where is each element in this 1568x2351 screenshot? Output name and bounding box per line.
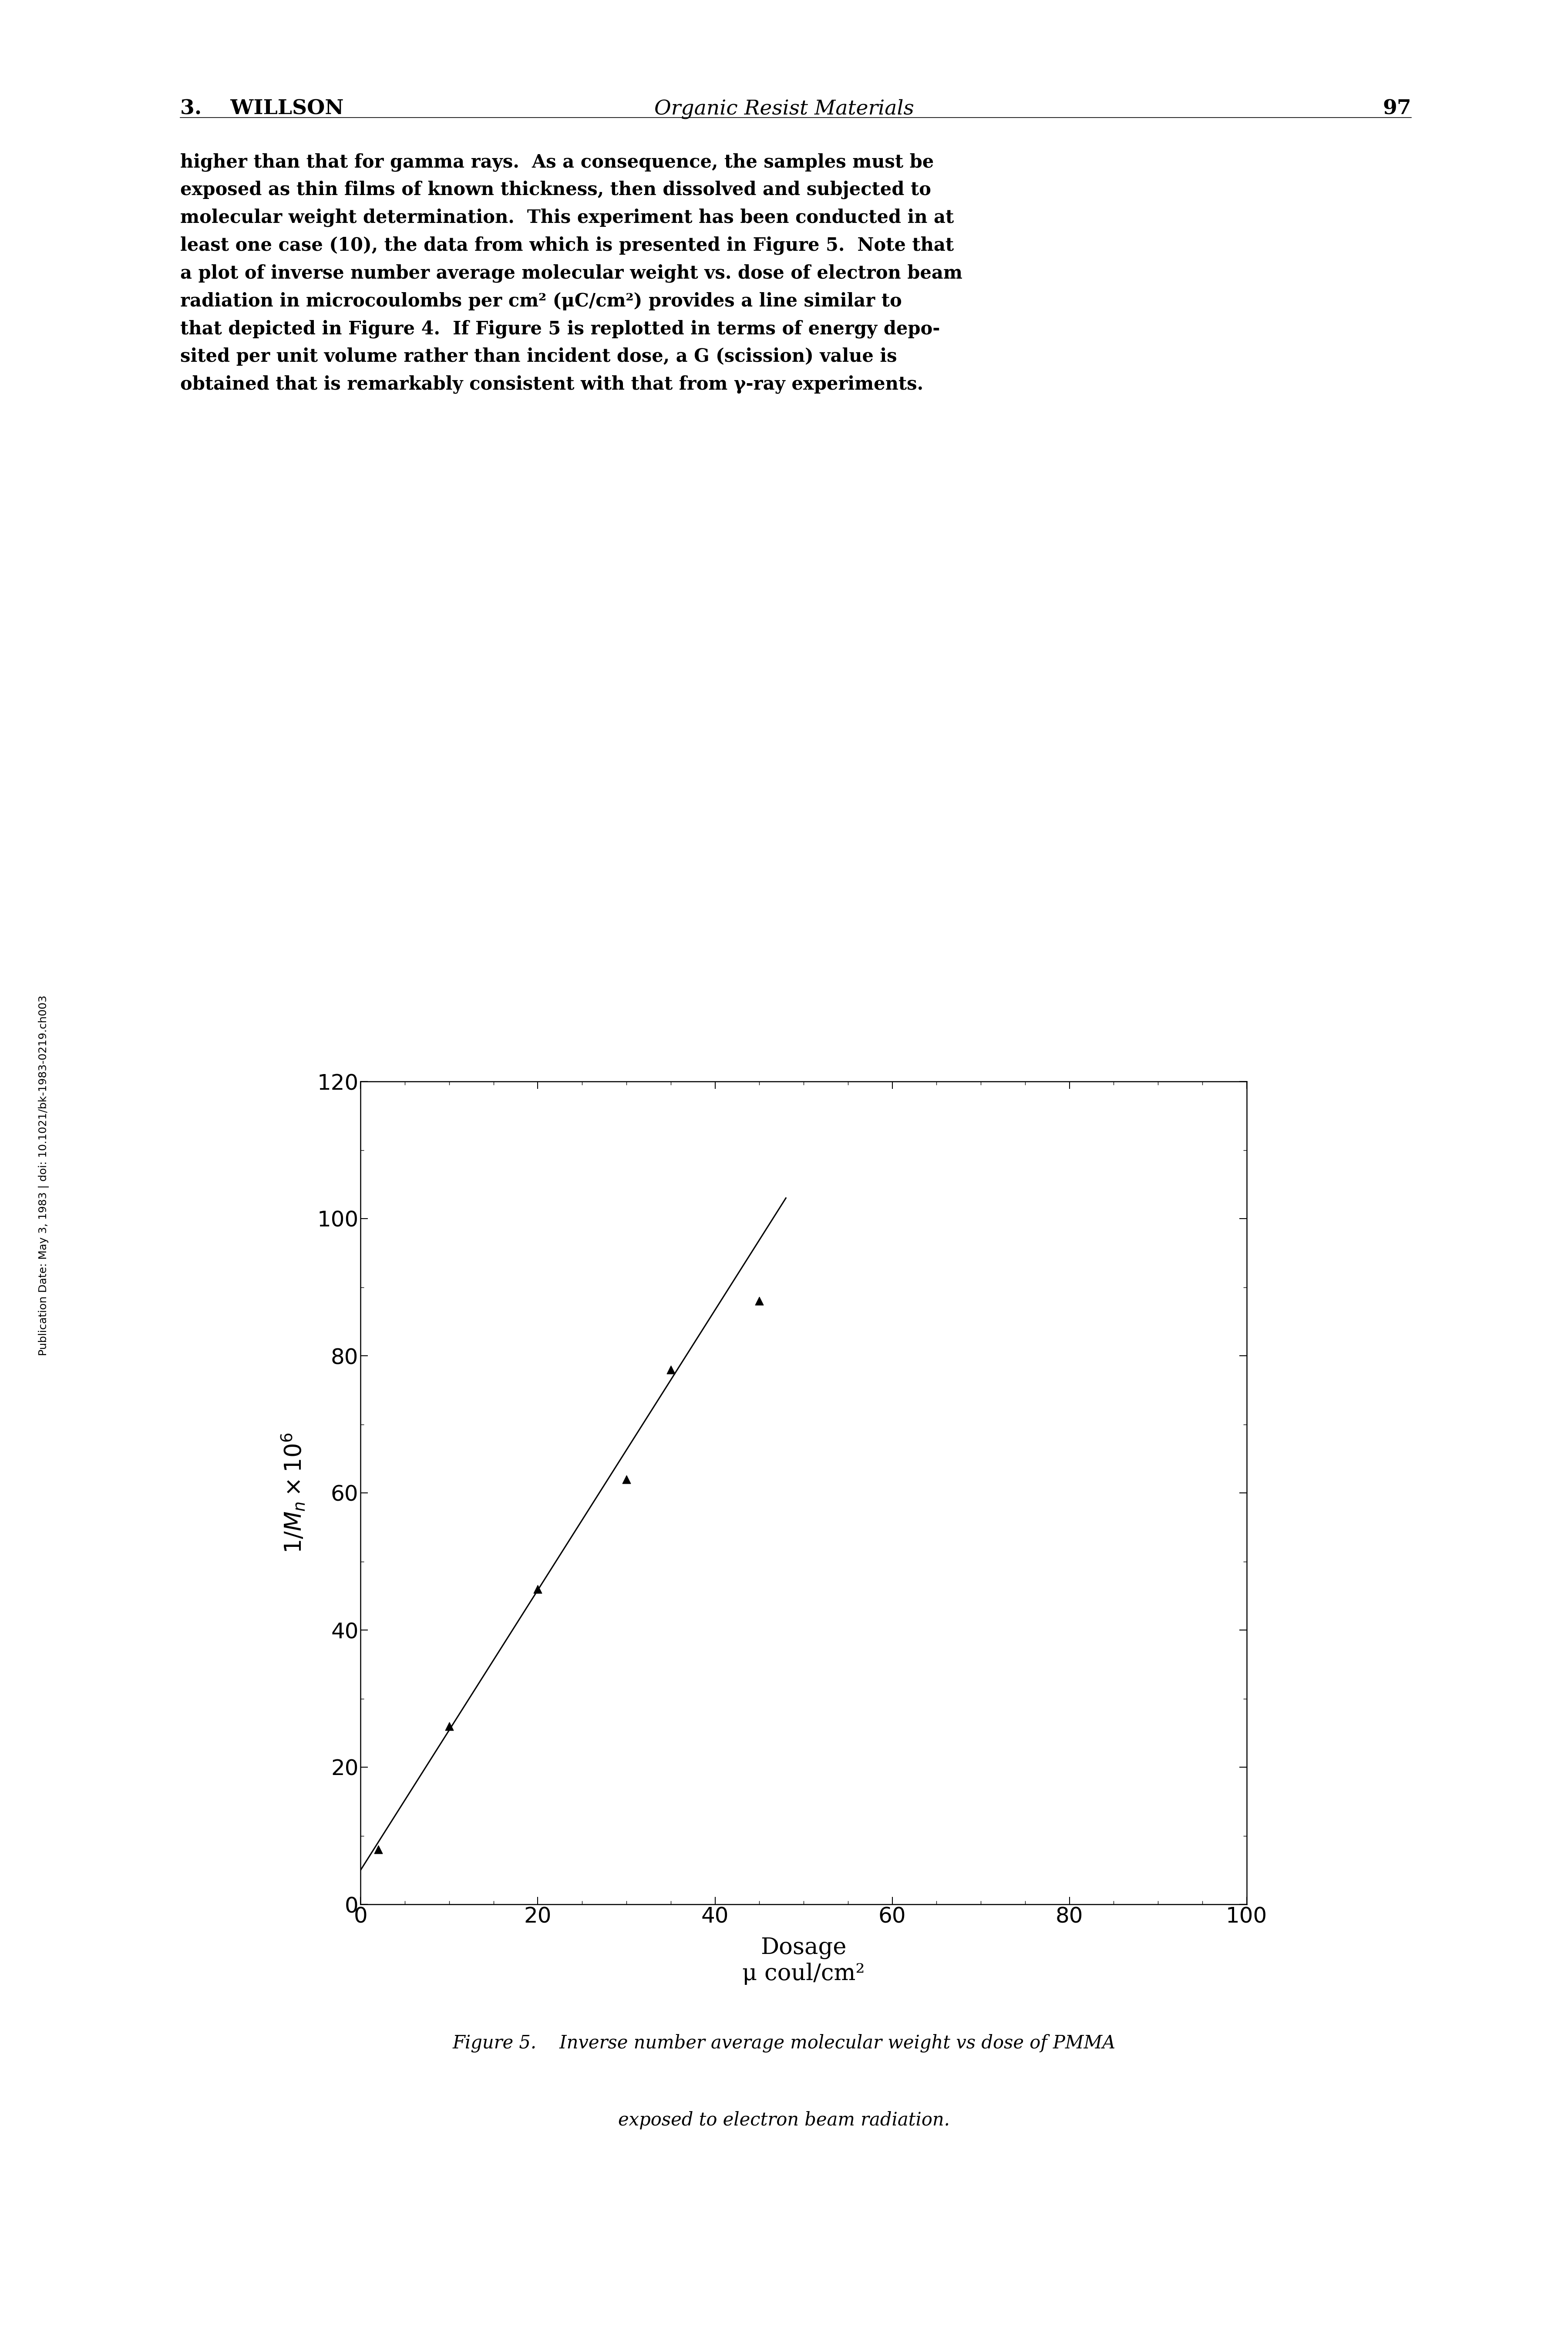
- Point: [659, 1349, 684, 1387]
- Point: [365, 1831, 390, 1869]
- Text: exposed to electron beam radiation.: exposed to electron beam radiation.: [618, 2111, 950, 2130]
- Text: Figure 5.    Inverse number average molecular weight vs dose of PMMA: Figure 5. Inverse number average molecul…: [453, 2034, 1115, 2052]
- Text: higher than that for gamma rays.  As a consequence, the samples must be
exposed : higher than that for gamma rays. As a co…: [180, 153, 963, 393]
- Text: 97: 97: [1383, 99, 1411, 120]
- Point: [436, 1707, 463, 1744]
- Text: Organic Resist Materials: Organic Resist Materials: [654, 99, 914, 118]
- X-axis label: Dosage
μ coul/cm²: Dosage μ coul/cm²: [742, 1937, 866, 1984]
- Point: [746, 1281, 771, 1319]
- Point: [525, 1570, 550, 1608]
- Point: [615, 1460, 640, 1498]
- Text: Publication Date: May 3, 1983 | doi: 10.1021/bk-1983-0219.ch003: Publication Date: May 3, 1983 | doi: 10.…: [39, 994, 49, 1357]
- Text: 3.    WILLSON: 3. WILLSON: [180, 99, 343, 120]
- Y-axis label: $1/M_n \times 10^6$: $1/M_n \times 10^6$: [281, 1432, 306, 1554]
